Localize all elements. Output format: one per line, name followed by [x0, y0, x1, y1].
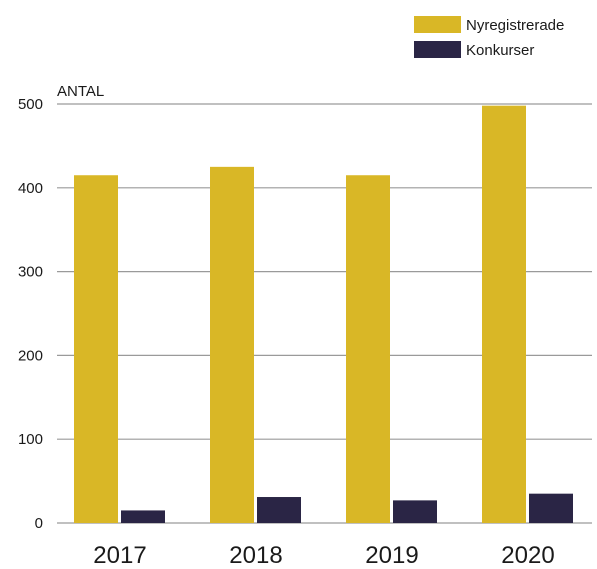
legend-swatch-konkurser	[414, 41, 461, 58]
legend: Nyregistrerade Konkurser	[414, 16, 564, 59]
y-tick-label-200: 200	[18, 347, 43, 364]
y-tick-labels: 0 100 200 300 400 500	[18, 96, 43, 532]
bar-konkurser-2017	[121, 510, 165, 523]
bar-nyregistrerade-2019	[346, 175, 390, 524]
bar-konkurser-2020	[529, 493, 573, 523]
x-tick-label-2020: 2020	[501, 542, 554, 569]
y-tick-label-400: 400	[18, 180, 43, 197]
bars	[74, 105, 573, 524]
bar-nyregistrerade-2017	[74, 175, 118, 524]
bar-nyregistrerade-2018	[210, 166, 254, 523]
bar-konkurser-2018	[257, 497, 301, 523]
y-tick-label-500: 500	[18, 96, 43, 113]
y-tick-label-0: 0	[35, 515, 43, 532]
y-tick-label-300: 300	[18, 264, 43, 281]
legend-label-konkurser: Konkurser	[466, 42, 534, 59]
bar-konkurser-2019	[393, 500, 437, 523]
x-tick-labels: 2017 2018 2019 2020	[93, 542, 554, 569]
legend-swatch-nyregistrerade	[414, 16, 461, 33]
y-tick-label-100: 100	[18, 431, 43, 448]
x-tick-label-2018: 2018	[229, 542, 282, 569]
bar-nyregistrerade-2020	[482, 105, 526, 524]
y-axis-label: ANTAL	[57, 83, 104, 100]
x-tick-label-2017: 2017	[93, 542, 146, 569]
legend-label-nyregistrerade: Nyregistrerade	[466, 17, 564, 34]
x-tick-label-2019: 2019	[365, 542, 418, 569]
